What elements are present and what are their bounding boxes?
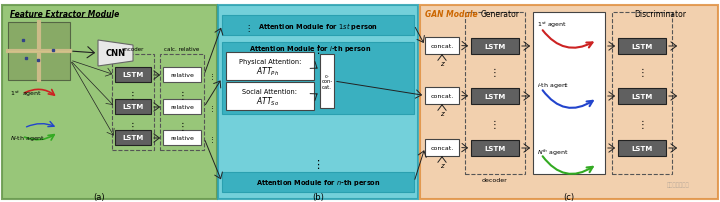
Text: Discriminator: Discriminator bbox=[634, 10, 686, 19]
Text: LSTM: LSTM bbox=[122, 72, 143, 78]
Text: LSTM: LSTM bbox=[122, 104, 143, 110]
FancyBboxPatch shape bbox=[618, 140, 666, 156]
FancyBboxPatch shape bbox=[163, 68, 201, 83]
FancyBboxPatch shape bbox=[2, 6, 217, 199]
FancyBboxPatch shape bbox=[115, 68, 151, 83]
Text: ⋮: ⋮ bbox=[128, 121, 138, 131]
Text: $i$-th agent: $i$-th agent bbox=[537, 81, 570, 90]
Text: LSTM: LSTM bbox=[122, 135, 143, 141]
Text: Social Attention:: Social Attention: bbox=[243, 88, 297, 95]
Polygon shape bbox=[98, 41, 133, 67]
Text: ⋮: ⋮ bbox=[312, 45, 323, 55]
FancyBboxPatch shape bbox=[115, 100, 151, 115]
FancyBboxPatch shape bbox=[425, 87, 459, 104]
Text: LSTM: LSTM bbox=[485, 44, 505, 50]
FancyBboxPatch shape bbox=[618, 88, 666, 104]
Text: z: z bbox=[440, 162, 444, 168]
Text: ⋮: ⋮ bbox=[637, 119, 647, 129]
Text: $ATT_{So}$: $ATT_{So}$ bbox=[256, 95, 279, 108]
Text: relative: relative bbox=[170, 135, 194, 140]
Text: (c): (c) bbox=[564, 192, 575, 201]
Text: ⋮: ⋮ bbox=[490, 119, 500, 129]
Text: concat.: concat. bbox=[431, 94, 454, 99]
Text: concat.: concat. bbox=[431, 145, 454, 150]
Text: $N^{th}$ agent: $N^{th}$ agent bbox=[537, 147, 569, 157]
FancyBboxPatch shape bbox=[226, 53, 314, 81]
FancyBboxPatch shape bbox=[425, 38, 459, 55]
Text: GAN Module: GAN Module bbox=[425, 10, 477, 19]
Text: ⋮: ⋮ bbox=[637, 68, 647, 78]
Text: $1^{st}$  agent: $1^{st}$ agent bbox=[10, 89, 42, 98]
Text: ⋮: ⋮ bbox=[312, 159, 323, 169]
Text: decoder: decoder bbox=[482, 178, 508, 183]
Text: 自动驾驶论文网: 自动驾驶论文网 bbox=[667, 181, 689, 187]
FancyBboxPatch shape bbox=[115, 130, 151, 145]
Text: Feature Extractor Module: Feature Extractor Module bbox=[10, 10, 120, 19]
Text: CNN: CNN bbox=[105, 49, 125, 58]
Text: $N$-th agent: $N$-th agent bbox=[10, 134, 45, 143]
Text: $ATT_{Ph}$: $ATT_{Ph}$ bbox=[256, 65, 279, 78]
Text: Attention Module for $\mathit{i}$-th person: Attention Module for $\mathit{i}$-th per… bbox=[249, 44, 371, 54]
Text: Attention Module for $\mathit{n}$-th person: Attention Module for $\mathit{n}$-th per… bbox=[256, 177, 380, 187]
Text: LSTM: LSTM bbox=[631, 145, 652, 151]
Text: Attention Module for $\mathit{1st}$ person: Attention Module for $\mathit{1st}$ pers… bbox=[258, 20, 378, 31]
Text: ⋮: ⋮ bbox=[177, 121, 187, 131]
Text: calc. relative: calc. relative bbox=[164, 47, 199, 52]
FancyBboxPatch shape bbox=[226, 83, 314, 110]
FancyBboxPatch shape bbox=[163, 100, 201, 115]
FancyBboxPatch shape bbox=[471, 140, 519, 156]
Text: z: z bbox=[440, 110, 444, 116]
Text: ⋮: ⋮ bbox=[209, 73, 215, 79]
Text: (a): (a) bbox=[94, 192, 105, 201]
FancyBboxPatch shape bbox=[618, 39, 666, 55]
Text: relative: relative bbox=[170, 104, 194, 109]
Text: Physical Attention:: Physical Attention: bbox=[239, 59, 301, 65]
FancyBboxPatch shape bbox=[320, 55, 334, 108]
FancyBboxPatch shape bbox=[533, 13, 605, 174]
FancyBboxPatch shape bbox=[471, 88, 519, 104]
Text: $1^{st}$ agent: $1^{st}$ agent bbox=[537, 20, 567, 30]
Text: ⋮: ⋮ bbox=[209, 135, 215, 141]
Text: Generator: Generator bbox=[480, 10, 520, 19]
Text: c-
con-
cat.: c- con- cat. bbox=[321, 73, 333, 90]
Text: relative: relative bbox=[170, 73, 194, 78]
Text: ⋮: ⋮ bbox=[128, 90, 138, 101]
Text: (b): (b) bbox=[312, 192, 324, 201]
FancyBboxPatch shape bbox=[420, 6, 718, 199]
FancyBboxPatch shape bbox=[8, 23, 70, 81]
Text: LSTM: LSTM bbox=[485, 94, 505, 100]
Text: ⋮: ⋮ bbox=[177, 90, 187, 101]
Text: z: z bbox=[440, 61, 444, 67]
Text: LSTM: LSTM bbox=[485, 145, 505, 151]
FancyBboxPatch shape bbox=[222, 16, 414, 36]
FancyBboxPatch shape bbox=[425, 139, 459, 156]
Text: ⋮: ⋮ bbox=[209, 104, 215, 110]
Text: concat.: concat. bbox=[431, 44, 454, 49]
Text: LSTM: LSTM bbox=[631, 44, 652, 50]
FancyBboxPatch shape bbox=[218, 6, 418, 199]
Text: encoder: encoder bbox=[122, 47, 144, 52]
FancyBboxPatch shape bbox=[222, 172, 414, 192]
Text: LSTM: LSTM bbox=[631, 94, 652, 100]
FancyBboxPatch shape bbox=[222, 43, 414, 115]
FancyBboxPatch shape bbox=[163, 130, 201, 145]
Text: ⋮: ⋮ bbox=[244, 24, 252, 33]
FancyBboxPatch shape bbox=[471, 39, 519, 55]
Text: ⋮: ⋮ bbox=[490, 68, 500, 78]
